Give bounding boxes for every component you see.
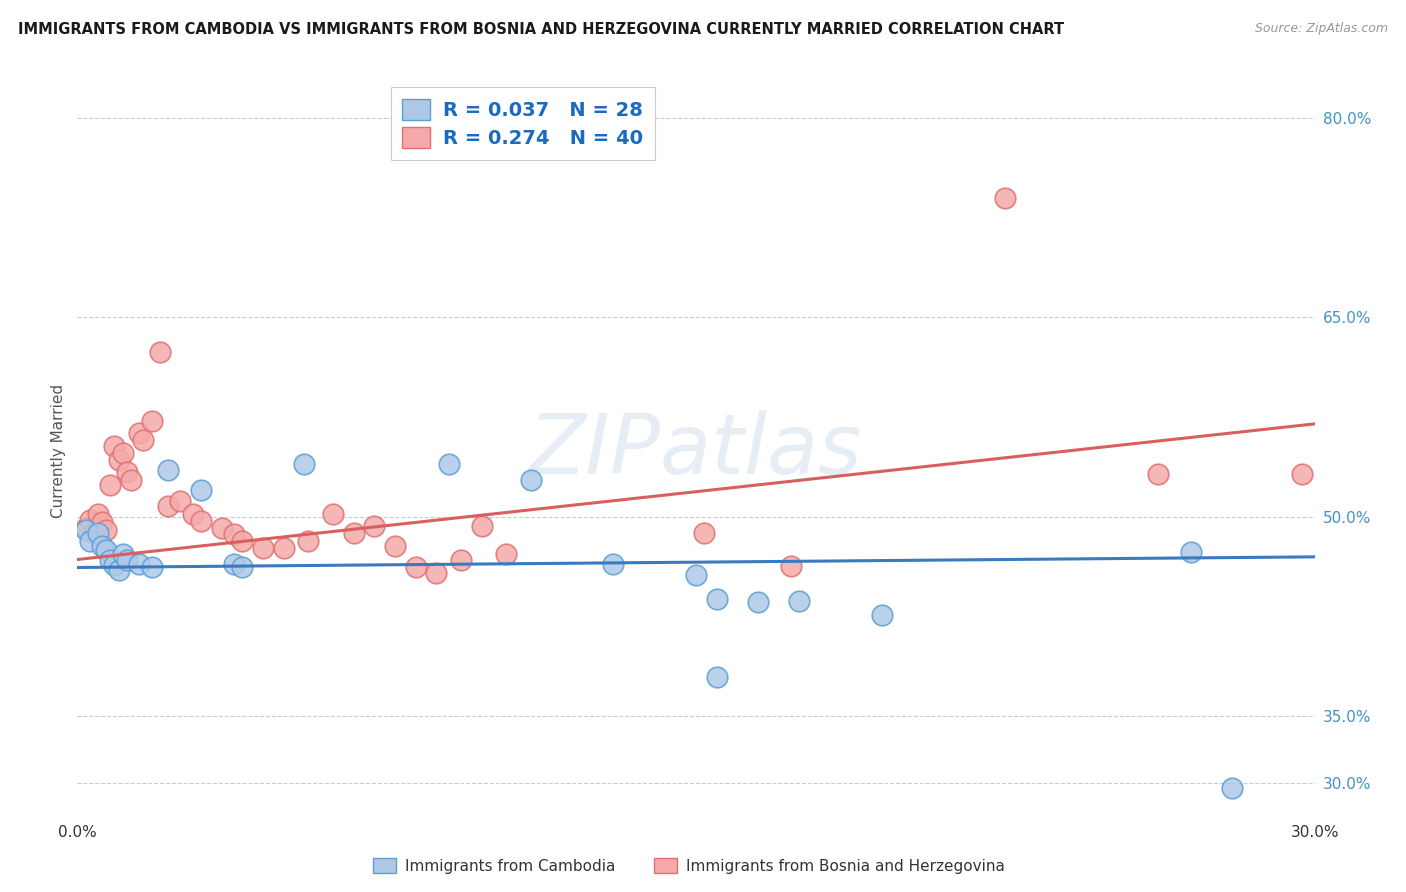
Point — [787, 593, 810, 607]
Point — [273, 541, 295, 555]
Point — [384, 539, 406, 553]
Point — [115, 465, 138, 479]
Point — [111, 446, 134, 460]
Point — [425, 566, 447, 580]
Point — [96, 523, 118, 537]
Point — [211, 520, 233, 534]
Point — [149, 345, 172, 359]
Point — [87, 525, 110, 540]
Point — [190, 514, 212, 528]
Y-axis label: Currently Married: Currently Married — [51, 384, 66, 517]
Point — [79, 533, 101, 548]
Point — [79, 513, 101, 527]
Point — [363, 519, 385, 533]
Point — [231, 533, 253, 548]
Point — [75, 520, 97, 534]
Point — [405, 560, 427, 574]
Point — [693, 525, 716, 540]
Point — [157, 463, 180, 477]
Point — [141, 414, 163, 428]
Point — [470, 519, 492, 533]
Text: Source: ZipAtlas.com: Source: ZipAtlas.com — [1254, 22, 1388, 36]
Point — [181, 508, 204, 522]
Legend: Immigrants from Cambodia, Immigrants from Bosnia and Herzegovina: Immigrants from Cambodia, Immigrants fro… — [367, 852, 1011, 880]
Point — [96, 543, 118, 558]
Point — [222, 557, 245, 571]
Point — [111, 547, 134, 561]
Point — [91, 516, 114, 530]
Point — [297, 533, 319, 548]
Text: IMMIGRANTS FROM CAMBODIA VS IMMIGRANTS FROM BOSNIA AND HERZEGOVINA CURRENTLY MAR: IMMIGRANTS FROM CAMBODIA VS IMMIGRANTS F… — [18, 22, 1064, 37]
Point — [115, 552, 138, 566]
Point — [190, 483, 212, 498]
Point — [1291, 467, 1313, 482]
Point — [103, 440, 125, 454]
Point — [1180, 544, 1202, 558]
Point — [132, 433, 155, 447]
Point — [128, 557, 150, 571]
Point — [1147, 467, 1170, 482]
Point — [495, 547, 517, 561]
Point — [437, 457, 460, 471]
Point — [706, 592, 728, 607]
Point — [450, 552, 472, 566]
Point — [231, 560, 253, 574]
Point — [252, 541, 274, 555]
Point — [157, 500, 180, 514]
Point — [98, 552, 121, 566]
Point — [120, 473, 142, 487]
Point — [91, 539, 114, 553]
Point — [747, 595, 769, 609]
Point — [169, 494, 191, 508]
Point — [520, 473, 543, 487]
Point — [602, 557, 624, 571]
Point — [706, 669, 728, 683]
Point — [107, 563, 129, 577]
Point — [107, 452, 129, 467]
Point — [103, 558, 125, 572]
Point — [87, 508, 110, 522]
Point — [83, 525, 105, 540]
Point — [322, 508, 344, 522]
Point — [1220, 781, 1243, 796]
Point — [870, 608, 893, 623]
Point — [343, 525, 366, 540]
Point — [685, 568, 707, 582]
Point — [98, 478, 121, 492]
Legend: R = 0.037   N = 28, R = 0.274   N = 40: R = 0.037 N = 28, R = 0.274 N = 40 — [391, 87, 655, 160]
Point — [292, 457, 315, 471]
Point — [75, 523, 97, 537]
Point — [128, 426, 150, 441]
Point — [141, 560, 163, 574]
Point — [994, 191, 1017, 205]
Point — [222, 527, 245, 541]
Text: ZIPatlas: ZIPatlas — [529, 410, 863, 491]
Point — [779, 559, 801, 574]
